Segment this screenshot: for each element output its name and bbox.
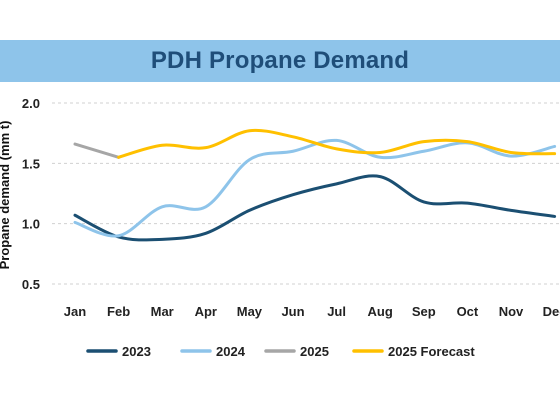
y-tick-label: 1.0: [22, 217, 40, 232]
x-axis-ticks: Jan Feb Mar Apr May Jun Jul Aug Sep Oct Nov Dec: [64, 304, 560, 319]
series-line-2025: [75, 144, 119, 157]
x-tick-label: Sep: [412, 304, 436, 319]
x-tick-label: May: [237, 304, 263, 319]
y-tick-label: 2.0: [22, 96, 40, 111]
grid-lines: [52, 103, 560, 284]
x-tick-label: Oct: [457, 304, 479, 319]
x-tick-label: Feb: [107, 304, 130, 319]
y-tick-label: 0.5: [22, 277, 40, 292]
legend-label-2023: 2023: [122, 344, 151, 359]
x-tick-label: Apr: [195, 304, 217, 319]
legend-label-2025: 2025: [300, 344, 329, 359]
legend-label-2025-forecast: 2025 Forecast: [388, 344, 475, 359]
series-line-2025-forecast: [119, 130, 555, 157]
y-axis-title: Propane demand (mm t): [0, 121, 12, 270]
y-tick-label: 1.5: [22, 156, 40, 171]
x-tick-label: Dec: [543, 304, 560, 319]
x-tick-label: Nov: [499, 304, 524, 319]
x-tick-label: Jun: [281, 304, 304, 319]
legend-label-2024: 2024: [216, 344, 246, 359]
legend: 2023 2024 2025 2025 Forecast: [88, 344, 475, 359]
series-lines: [75, 130, 555, 240]
x-tick-label: Aug: [368, 304, 393, 319]
series-line-2023: [75, 176, 555, 240]
x-tick-label: Jan: [64, 304, 86, 319]
y-axis-ticks: 0.5 1.0 1.5 2.0: [22, 96, 40, 292]
x-tick-label: Jul: [327, 304, 346, 319]
x-tick-label: Mar: [151, 304, 174, 319]
